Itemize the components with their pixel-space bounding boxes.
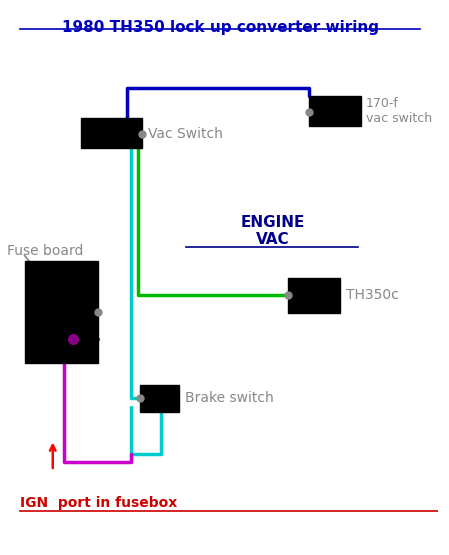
Bar: [81, 118, 142, 148]
Text: Fuse board: Fuse board: [7, 244, 84, 258]
Text: 170-f
vac switch: 170-f vac switch: [366, 97, 432, 125]
Text: Brake switch: Brake switch: [185, 391, 274, 405]
Text: IGN  port in fusebox: IGN port in fusebox: [20, 496, 177, 510]
Bar: [140, 385, 179, 412]
Bar: [309, 96, 361, 127]
Text: TH350c: TH350c: [346, 288, 399, 302]
Bar: [287, 278, 340, 313]
Bar: [25, 261, 98, 362]
Text: ENGINE
VAC: ENGINE VAC: [240, 215, 304, 247]
Text: 1980 TH350 lock up converter wiring: 1980 TH350 lock up converter wiring: [62, 21, 379, 36]
Text: Vac Switch: Vac Switch: [149, 127, 223, 140]
